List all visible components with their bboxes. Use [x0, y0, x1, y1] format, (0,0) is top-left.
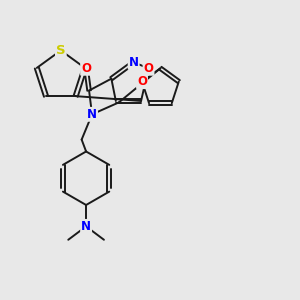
Text: N: N — [87, 108, 97, 121]
Text: S: S — [56, 44, 66, 57]
Text: O: O — [137, 75, 147, 88]
Text: O: O — [81, 62, 91, 75]
Text: N: N — [81, 220, 91, 233]
Text: O: O — [143, 62, 154, 75]
Text: N: N — [129, 56, 139, 69]
